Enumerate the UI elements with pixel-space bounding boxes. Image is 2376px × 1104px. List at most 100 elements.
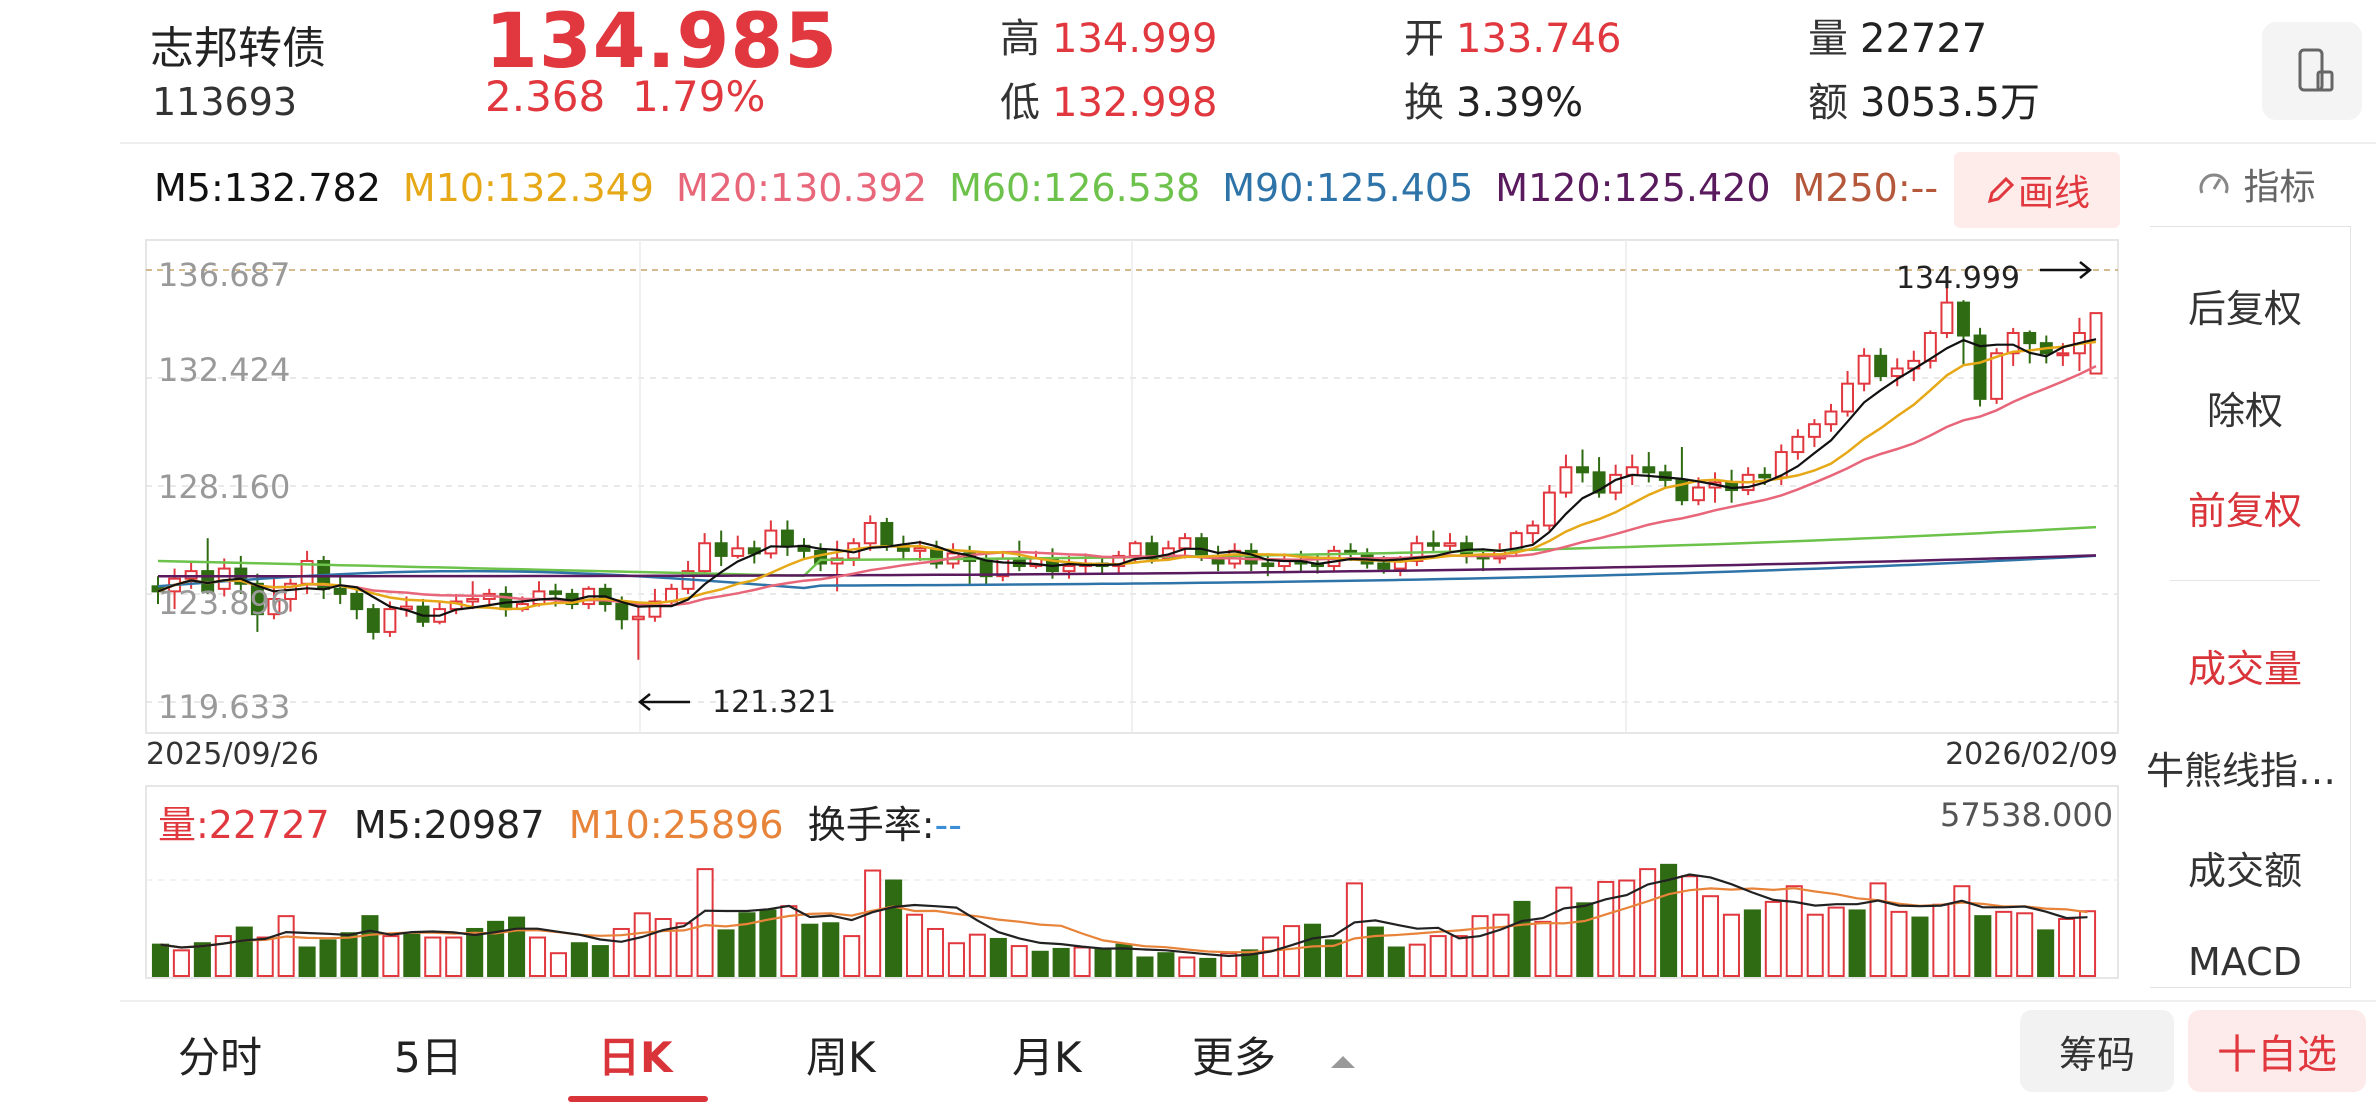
volume-bar-down: [801, 923, 819, 977]
max-arrow-icon: [2040, 261, 2093, 279]
ma5-label: M5:132.782: [154, 166, 381, 210]
side-item-bull-bear[interactable]: 牛熊线指…: [2146, 749, 2337, 793]
candle-up: [466, 597, 480, 603]
candle-up: [1062, 565, 1076, 573]
volume-bar-up: [172, 949, 190, 978]
candle-down: [780, 529, 794, 547]
candle-up: [1625, 466, 1639, 476]
volume-bar-up: [1764, 900, 1782, 977]
volume-bar-up: [1785, 885, 1803, 978]
volume-bar-down: [466, 927, 484, 978]
candle-up: [1807, 423, 1821, 438]
open-value: 133.746: [1456, 16, 1622, 62]
side-item-ex-rights[interactable]: 除权: [2206, 389, 2283, 433]
candle-up: [1542, 491, 1556, 527]
volume-stat: 量 22727: [1808, 6, 1987, 64]
volume-bar-up: [675, 922, 693, 978]
candle-up: [1609, 473, 1623, 494]
volume-bar-up: [633, 912, 651, 978]
volume-bar-up: [654, 917, 672, 978]
pencil-icon: [1987, 176, 2015, 204]
candle-up: [731, 547, 745, 557]
volume-bar-down: [1241, 949, 1259, 978]
side-item-back-adjust[interactable]: 后复权: [2187, 287, 2302, 331]
volume-bar-down: [1157, 952, 1175, 978]
volume-bar-down: [1911, 916, 1929, 977]
low-label: 低: [1000, 80, 1040, 126]
volume-bar-down: [298, 946, 316, 977]
tab-more[interactable]: 更多: [1192, 1024, 1363, 1085]
draw-line-button[interactable]: 画线: [1954, 152, 2120, 228]
candle-down: [1973, 334, 1987, 400]
volume-bar-up: [696, 868, 714, 978]
volume-bar-up: [1262, 936, 1280, 977]
volume-bar-up: [1827, 906, 1845, 977]
y-tick-label: 123.896: [158, 584, 290, 622]
stock-code: 113693: [152, 80, 298, 124]
current-price: 134.985: [485, 0, 839, 85]
volume-bar-down: [193, 942, 211, 978]
volume-bar-up: [1010, 945, 1028, 978]
header-divider: [120, 142, 2376, 144]
min-arrow-icon: [637, 693, 690, 711]
chips-button[interactable]: 筹码: [2020, 1010, 2174, 1092]
caret-up-icon: [1331, 1055, 1356, 1068]
ma60-label: M60:126.538: [949, 166, 1201, 210]
volume-bar-up: [1701, 895, 1720, 978]
amount-stat: 额 3053.5万: [1808, 70, 2040, 128]
side-item-volume[interactable]: 成交量: [2187, 647, 2302, 691]
tab-monthly-k[interactable]: 月K: [1012, 1033, 1082, 1082]
volume-legend: 量:22727 M5:20987 M10:25896 换手率:--: [158, 794, 962, 849]
active-tab-indicator: [568, 1096, 708, 1102]
landscape-toggle-button[interactable]: [2262, 22, 2362, 120]
volume-bar-down: [1031, 950, 1049, 977]
y-tick-label: 132.424: [158, 351, 290, 389]
indicator-button[interactable]: 指标: [2196, 158, 2315, 210]
candle-up: [913, 547, 927, 552]
tab-intraday[interactable]: 分时: [178, 1033, 263, 1082]
high-stat: 高 134.999: [1000, 6, 1217, 64]
tab-daily-k[interactable]: 日K: [598, 1033, 673, 1082]
kline-ma-lines: [157, 338, 2097, 617]
low-stat: 低 132.998: [1000, 70, 1217, 128]
volume-bar-up: [549, 952, 567, 978]
turnover-stat: 换 3.39%: [1404, 70, 1583, 128]
tab-5day[interactable]: 5日: [394, 1033, 463, 1082]
stock-name: 志邦转债: [150, 23, 326, 74]
volume-bar-down: [717, 929, 735, 978]
candle-down: [1195, 537, 1209, 557]
volume-bar-down: [1115, 943, 1133, 977]
candle-up: [1559, 466, 1573, 494]
ma120-label: M120:125.420: [1495, 166, 1771, 210]
x-end-date: 2026/02/09: [1945, 737, 2118, 772]
candle-up: [1940, 301, 1954, 334]
ma120-line: [158, 554, 2097, 578]
candle-up: [1526, 524, 1540, 535]
add-favorite-button[interactable]: 十自选: [2188, 1010, 2366, 1092]
volume-bar-down: [1387, 946, 1405, 977]
volume-bar-down: [1199, 957, 1217, 977]
volume-bar-down: [1743, 909, 1761, 977]
turnover-rate-value: --: [934, 803, 962, 847]
candle-down: [880, 521, 894, 547]
side-item-forward-adjust[interactable]: 前复权: [2187, 489, 2302, 533]
volume-bar-up: [947, 942, 965, 978]
side-item-amount[interactable]: 成交额: [2187, 849, 2302, 893]
kline-chart[interactable]: 136.687 132.424 128.160 123.896 119.633 …: [0, 0, 2376, 1000]
candle-down: [333, 587, 347, 595]
turnover-value: 3.39%: [1456, 80, 1584, 126]
volume-bar-up: [1492, 913, 1510, 977]
side-item-macd[interactable]: MACD: [2188, 940, 2302, 982]
tab-weekly-k[interactable]: 周K: [806, 1033, 876, 1082]
volume-bar-up: [1681, 875, 1699, 978]
candle-down: [1642, 466, 1656, 474]
volume-bar-down: [759, 909, 777, 977]
ma20-label: M20:130.392: [676, 166, 928, 210]
volume-bar-down: [508, 916, 526, 977]
candle-up: [1824, 410, 1838, 426]
volume-bar-up: [1597, 880, 1615, 978]
turnover-rate-label: 换手率:: [807, 803, 935, 847]
candle-up: [1128, 542, 1142, 557]
candle-up: [267, 597, 281, 616]
volume-bar-down: [340, 932, 358, 978]
